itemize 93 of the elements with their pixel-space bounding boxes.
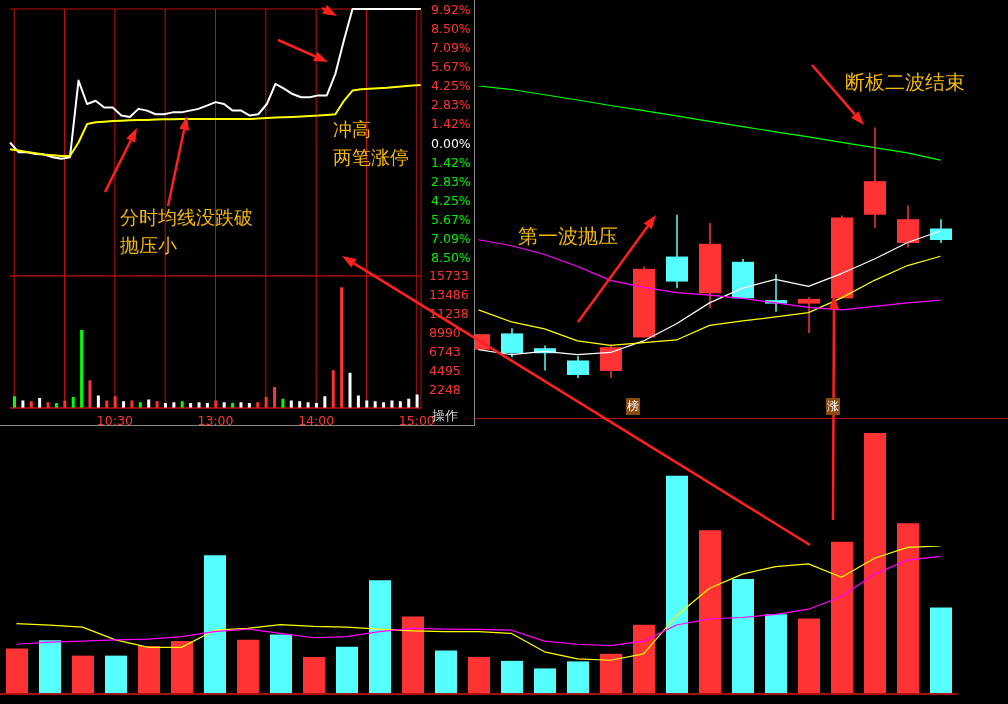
bar [402, 616, 424, 694]
y-tick-label: 5.67% [431, 211, 471, 227]
bar [237, 639, 259, 694]
y-tick-label: 7.09% [431, 40, 471, 56]
bar [264, 397, 268, 408]
x-tick-label: 14:00 [298, 412, 335, 428]
text: 断板二波结束 [845, 69, 965, 96]
text: 涨 [826, 398, 840, 415]
y-tick-label: 4.25% [431, 78, 471, 94]
bar [29, 401, 33, 408]
candlestick [600, 343, 622, 378]
bar [732, 578, 754, 694]
bar [348, 372, 352, 408]
bar [303, 656, 325, 694]
y-tick-label: 7.09% [431, 230, 471, 246]
bar [897, 523, 919, 694]
annotation: 第一波抛压 [518, 223, 618, 250]
bar [13, 396, 16, 408]
y-tick-label: 9.92% [431, 2, 471, 17]
annotation: 抛压小 [120, 233, 177, 258]
x-tick-label: 10:30 [96, 412, 133, 428]
bar [204, 555, 226, 694]
bar [171, 641, 193, 694]
bar [21, 400, 25, 408]
bar [80, 329, 84, 408]
bar [105, 655, 127, 694]
bar [340, 287, 344, 408]
bar [415, 394, 419, 408]
bar [666, 475, 688, 694]
bar [864, 433, 886, 694]
bar [323, 396, 327, 408]
bar [390, 400, 394, 408]
bar [373, 401, 377, 408]
bar [356, 395, 360, 408]
bar [113, 396, 117, 408]
y-tick-label: 4495 [429, 362, 461, 378]
y-tick-label: 2248 [429, 381, 461, 397]
y-tick-label: 4.25% [431, 192, 471, 208]
bar [72, 655, 94, 694]
y-tick-label: 8.50% [431, 21, 471, 37]
bar [273, 387, 277, 408]
y-tick-label: 0.00% [431, 135, 471, 151]
y-tick-label: 1.42% [431, 116, 471, 132]
bar [6, 648, 28, 694]
bar [534, 668, 556, 694]
bar [214, 400, 218, 408]
y-tick-label: 5.67% [431, 59, 471, 75]
bar [930, 607, 952, 694]
bar [765, 614, 787, 694]
bar [96, 395, 100, 408]
bar [699, 530, 721, 694]
bar [567, 661, 589, 694]
x-tick-label: 13:00 [197, 412, 234, 428]
y-tick-label: 8990 [429, 325, 461, 341]
bar [398, 401, 402, 408]
bar [298, 401, 302, 408]
y-tick-label: 2.83% [431, 173, 471, 189]
candlestick [501, 327, 523, 358]
y-tick-label: 6743 [429, 343, 461, 359]
bar [289, 400, 293, 408]
candlestick [798, 296, 820, 334]
bar [39, 640, 61, 694]
text: 榜 [626, 398, 640, 415]
bar [798, 618, 820, 694]
bar [336, 646, 358, 694]
bar [105, 400, 109, 408]
bar [468, 656, 490, 694]
y-tick-label: 8.50% [431, 249, 471, 265]
bar [122, 401, 126, 408]
bar [831, 541, 853, 694]
bar [88, 380, 92, 408]
candlestick [897, 204, 919, 249]
y-tick-label: 2.83% [431, 97, 471, 113]
bar [138, 645, 160, 694]
bar [155, 401, 159, 408]
y-tick-label: 13486 [429, 287, 469, 303]
bar [331, 370, 335, 408]
bar [435, 650, 457, 694]
bar [369, 580, 391, 694]
bar [501, 660, 523, 694]
bar [270, 634, 292, 694]
y-tick-label: 1.42% [431, 154, 471, 170]
candlestick [567, 355, 589, 378]
bar [38, 397, 42, 408]
bar [633, 624, 655, 694]
candlestick [930, 218, 952, 244]
bar [180, 401, 184, 408]
bar [130, 400, 134, 408]
bar [600, 653, 622, 694]
bar [71, 397, 75, 408]
bar [63, 400, 67, 408]
bar [365, 400, 369, 408]
y-tick-label: 15733 [429, 268, 469, 284]
